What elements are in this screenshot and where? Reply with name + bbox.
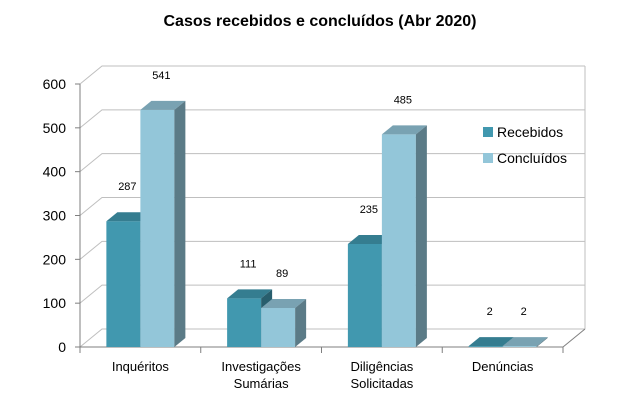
x-tick-label: Inquéritos [112,359,170,374]
y-tick-label: 500 [43,120,67,136]
gridline [79,109,585,129]
bar-top [502,337,548,347]
bar-concluídos-1 [261,298,307,347]
bar-top [106,212,152,222]
legend: Recebidos Concluídos [483,124,567,166]
bar-side [295,298,307,347]
data-label: 89 [276,268,288,280]
bar-top [227,289,273,299]
x-tick-label-line: Denúncias [472,359,534,374]
gridline [79,65,585,85]
data-label: 111 [240,258,257,270]
bar-top [468,337,514,347]
bar-top [347,234,393,244]
x-tick-label-line: Solicitadas [350,376,413,391]
bar-front [468,346,503,347]
bar-concluídos-3 [502,337,548,347]
bar-top [381,125,427,135]
data-label: 485 [394,94,412,106]
y-tick-label: 400 [43,164,67,180]
bar-side [415,125,427,348]
data-label: 2 [521,306,527,318]
bar-front [347,243,382,347]
data-label: 2 [487,306,493,318]
bar-side [536,337,548,347]
bar-front [140,109,175,347]
bar-top [261,298,307,308]
data-label: 235 [360,204,378,216]
x-tick-label-line: Investigações [221,359,301,374]
bar-front [261,307,296,347]
bar-side [174,100,186,347]
bar-front [227,298,262,347]
x-tick-label-line: Sumárias [234,376,289,391]
y-tick-label: 600 [43,76,67,92]
bar-front [106,221,141,347]
y-tick-label: 300 [43,208,67,224]
chart-title: Casos recebidos e concluídos (Abr 2020) [164,13,477,30]
x-tick-label: Diligências Solicitadas [350,359,413,391]
y-tick-label: 100 [43,295,67,311]
x-tick-label: Denúncias [472,359,534,374]
bar-concluídos-2 [381,125,427,348]
x-tick-label: Investigações Sumárias [221,359,301,391]
y-tick-label: 200 [43,251,67,267]
labels-layer: 287 541 Inquéritos 111 89 Investigações Sumári… [112,70,534,391]
bar-front [381,134,416,347]
y-tick-label: 0 [58,339,66,355]
legend-swatch [483,127,493,137]
bar-concluídos-0 [140,100,186,347]
data-label: 287 [118,181,136,193]
bar-top [140,100,186,110]
legend-swatch [483,153,493,163]
x-tick-label-line: Inquéritos [112,359,170,374]
bars-layer [106,100,548,348]
x-tick-label-line: Diligências [350,359,413,374]
data-label: 541 [152,70,170,82]
legend-label: Concluídos [497,150,567,166]
bar-front [502,346,537,347]
legend-label: Recebidos [497,124,563,140]
floor-edge [562,328,586,348]
